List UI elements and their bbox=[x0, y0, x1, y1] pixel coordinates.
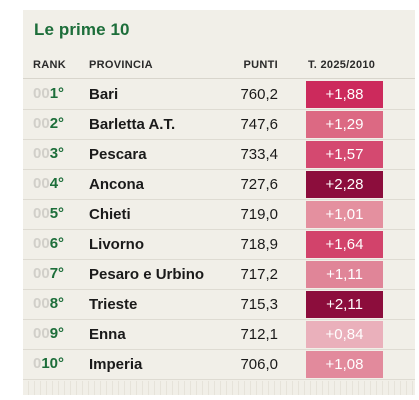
table-row: 006° Livorno 718,9 +1,64 bbox=[23, 230, 415, 260]
punti-cell: 706,0 bbox=[240, 356, 278, 373]
punti-cell: 718,9 bbox=[240, 236, 278, 253]
change-cell: +1,57 bbox=[306, 141, 383, 168]
rank-padding: 00 bbox=[33, 85, 50, 102]
provincia-cell: Ancona bbox=[89, 176, 145, 193]
table-row: 002° Barletta A.T. 747,6 +1,29 bbox=[23, 110, 415, 140]
punti-cell: 727,6 bbox=[240, 176, 278, 193]
row-divider bbox=[23, 259, 415, 260]
rank-number: 1° bbox=[49, 85, 65, 102]
header-divider bbox=[23, 78, 415, 79]
table-row: 010° Imperia 706,0 +1,08 bbox=[23, 350, 415, 380]
table-row: 005° Chieti 719,0 +1,01 bbox=[23, 200, 415, 230]
provincia-cell: Barletta A.T. bbox=[89, 116, 176, 133]
change-cell: +1,88 bbox=[306, 81, 383, 108]
rank-padding: 00 bbox=[33, 115, 50, 132]
change-cell: +1,08 bbox=[306, 351, 383, 378]
rank-number: 9° bbox=[49, 325, 65, 342]
table-title: Le prime 10 bbox=[34, 20, 130, 39]
row-divider bbox=[23, 199, 415, 200]
rank-cell: 006° bbox=[33, 235, 64, 252]
table-row: 009° Enna 712,1 +0,84 bbox=[23, 320, 415, 350]
rank-padding: 00 bbox=[33, 295, 50, 312]
rank-number: 3° bbox=[49, 145, 65, 162]
table-row: 001° Bari 760,2 +1,88 bbox=[23, 80, 415, 110]
change-cell: +0,84 bbox=[306, 321, 383, 348]
rank-cell: 005° bbox=[33, 205, 64, 222]
provincia-cell: Bari bbox=[89, 86, 119, 103]
rank-number: 6° bbox=[49, 235, 65, 252]
rank-number: 2° bbox=[49, 115, 65, 132]
header-rank: RANK bbox=[33, 59, 66, 71]
rank-padding: 00 bbox=[33, 205, 50, 222]
table-row: 008° Trieste 715,3 +2,11 bbox=[23, 290, 415, 320]
punti-cell: 760,2 bbox=[240, 86, 278, 103]
row-divider bbox=[23, 319, 415, 320]
bottom-tick-pattern bbox=[23, 381, 415, 395]
rank-padding: 00 bbox=[33, 235, 50, 252]
rank-cell: 002° bbox=[33, 115, 64, 132]
punti-cell: 717,2 bbox=[240, 266, 278, 283]
rank-cell: 003° bbox=[33, 145, 64, 162]
rank-padding: 00 bbox=[33, 145, 50, 162]
ranking-card: Le prime 10 RANK PROVINCIA PUNTI T. 2025… bbox=[23, 10, 415, 395]
rank-number: 8° bbox=[49, 295, 65, 312]
row-divider bbox=[23, 169, 415, 170]
punti-cell: 715,3 bbox=[240, 296, 278, 313]
header-change: T. 2025/2010 bbox=[308, 59, 376, 71]
provincia-cell: Pescara bbox=[89, 146, 147, 163]
table-row: 004° Ancona 727,6 +2,28 bbox=[23, 170, 415, 200]
row-divider bbox=[23, 229, 415, 230]
provincia-cell: Pesaro e Urbino bbox=[89, 266, 205, 283]
punti-cell: 719,0 bbox=[240, 206, 278, 223]
provincia-cell: Chieti bbox=[89, 206, 131, 223]
rank-cell: 009° bbox=[33, 325, 64, 342]
provincia-cell: Enna bbox=[89, 326, 126, 343]
rank-number: 10° bbox=[41, 355, 65, 372]
rank-padding: 00 bbox=[33, 175, 50, 192]
rank-number: 4° bbox=[49, 175, 65, 192]
header-provincia: PROVINCIA bbox=[89, 59, 153, 71]
table-row: 003° Pescara 733,4 +1,57 bbox=[23, 140, 415, 170]
rank-number: 7° bbox=[49, 265, 65, 282]
change-cell: +2,28 bbox=[306, 171, 383, 198]
rank-cell: 001° bbox=[33, 85, 64, 102]
rank-padding: 00 bbox=[33, 325, 50, 342]
punti-cell: 733,4 bbox=[240, 146, 278, 163]
provincia-cell: Livorno bbox=[89, 236, 144, 253]
rank-cell: 010° bbox=[33, 355, 64, 372]
change-cell: +1,11 bbox=[306, 261, 383, 288]
change-cell: +2,11 bbox=[306, 291, 383, 318]
provincia-cell: Trieste bbox=[89, 296, 138, 313]
change-cell: +1,29 bbox=[306, 111, 383, 138]
punti-cell: 712,1 bbox=[240, 326, 278, 343]
punti-cell: 747,6 bbox=[240, 116, 278, 133]
table-row: 007° Pesaro e Urbino 717,2 +1,11 bbox=[23, 260, 415, 290]
rank-cell: 008° bbox=[33, 295, 64, 312]
rank-padding: 00 bbox=[33, 265, 50, 282]
row-divider bbox=[23, 379, 415, 380]
rank-number: 5° bbox=[49, 205, 65, 222]
row-divider bbox=[23, 349, 415, 350]
change-cell: +1,01 bbox=[306, 201, 383, 228]
rank-cell: 004° bbox=[33, 175, 64, 192]
header-punti: PUNTI bbox=[243, 59, 278, 71]
change-cell: +1,64 bbox=[306, 231, 383, 258]
row-divider bbox=[23, 139, 415, 140]
rank-cell: 007° bbox=[33, 265, 64, 282]
provincia-cell: Imperia bbox=[89, 356, 143, 373]
rank-padding: 0 bbox=[33, 355, 42, 372]
row-divider bbox=[23, 109, 415, 110]
row-divider bbox=[23, 289, 415, 290]
